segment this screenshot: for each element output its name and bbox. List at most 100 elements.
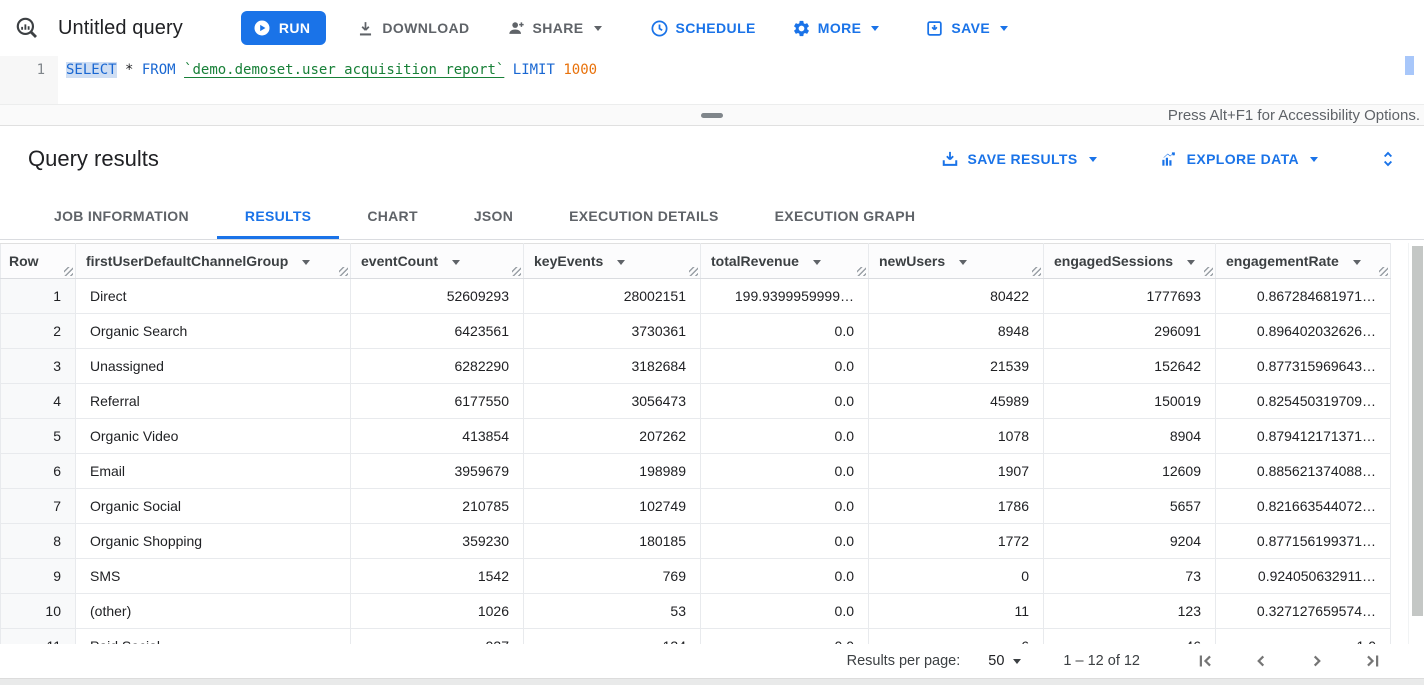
table-cell-engagementRate: 1.0 — [1216, 629, 1391, 645]
table-cell-firstUserDefaultChannelGroup: Organic Search — [76, 314, 351, 349]
last-page-button[interactable] — [1362, 650, 1384, 672]
table-row[interactable]: 3Unassigned628229031826840.0215391526420… — [1, 349, 1391, 384]
column-header-engagementRate[interactable]: engagementRate — [1216, 244, 1391, 279]
sql-keyword-select: SELECT — [66, 62, 117, 78]
download-icon — [356, 19, 375, 38]
column-header-firstUserDefaultChannelGroup[interactable]: firstUserDefaultChannelGroup — [76, 244, 351, 279]
next-page-button[interactable] — [1306, 650, 1328, 672]
table-row[interactable]: 5Organic Video4138542072620.0107889040.8… — [1, 419, 1391, 454]
sort-caret-icon[interactable] — [452, 260, 460, 265]
column-resize-handle[interactable] — [512, 267, 521, 276]
sort-caret-icon[interactable] — [302, 260, 310, 265]
column-resize-handle[interactable] — [339, 267, 348, 276]
sort-caret-icon[interactable] — [1187, 260, 1195, 265]
column-header-keyEvents[interactable]: keyEvents — [524, 244, 701, 279]
column-header-totalRevenue[interactable]: totalRevenue — [701, 244, 869, 279]
chevron-down-icon — [1089, 157, 1097, 162]
bigquery-query-editor: Untitled query RUN DOWNLOAD — [0, 0, 1424, 685]
table-cell-engagedSessions: 8904 — [1044, 419, 1216, 454]
table-cell-engagedSessions: 152642 — [1044, 349, 1216, 384]
share-button[interactable]: SHARE — [500, 10, 608, 46]
run-button[interactable]: RUN — [241, 11, 327, 45]
table-cell-newUsers: 1907 — [869, 454, 1044, 489]
panel-resize-handle[interactable] — [701, 113, 723, 118]
table-cell-firstUserDefaultChannelGroup: Organic Video — [76, 419, 351, 454]
sql-code-line[interactable]: SELECT * FROM `demo.demoset.user_acquisi… — [58, 56, 597, 104]
save-label: SAVE — [951, 20, 990, 36]
previous-page-button[interactable] — [1250, 650, 1272, 672]
editor-scrollbar-thumb[interactable] — [1405, 56, 1414, 75]
tab-job-information[interactable]: JOB INFORMATION — [26, 192, 217, 239]
sql-table-reference-link[interactable]: `demo.demoset.user_acquisition_report` — [184, 62, 504, 78]
table-vertical-scrollbar[interactable] — [1408, 243, 1424, 644]
table-cell-engagedSessions: 5657 — [1044, 489, 1216, 524]
more-button[interactable]: MORE — [786, 11, 886, 46]
column-resize-handle[interactable] — [1379, 267, 1388, 276]
sort-caret-icon[interactable] — [617, 260, 625, 265]
table-cell-engagementRate: 0.825450319709… — [1216, 384, 1391, 419]
table-row[interactable]: 2Organic Search642356137303610.089482960… — [1, 314, 1391, 349]
save-button[interactable]: SAVE — [919, 11, 1014, 46]
table-row[interactable]: 8Organic Shopping3592301801850.017729204… — [1, 524, 1391, 559]
table-cell-engagedSessions: 12609 — [1044, 454, 1216, 489]
tab-results[interactable]: RESULTS — [217, 192, 339, 239]
sql-editor[interactable]: 1 SELECT * FROM `demo.demoset.user_acqui… — [0, 56, 1424, 104]
table-cell-eventCount: 359230 — [351, 524, 524, 559]
tab-execution-details[interactable]: EXECUTION DETAILS — [541, 192, 747, 239]
more-label: MORE — [818, 20, 862, 36]
unfold-more-icon[interactable] — [1378, 149, 1398, 169]
table-cell-newUsers: 6 — [869, 629, 1044, 645]
table-row[interactable]: 7Organic Social2107851027490.0178656570.… — [1, 489, 1391, 524]
table-cell-newUsers: 1078 — [869, 419, 1044, 454]
sort-caret-icon[interactable] — [813, 260, 821, 265]
page-size-select[interactable]: 50 — [988, 653, 1021, 669]
results-table: RowfirstUserDefaultChannelGroup eventCoun… — [0, 243, 1391, 644]
results-actions: SAVE RESULTS EXPLORE DATA — [932, 141, 1398, 177]
table-row[interactable]: 6Email39596791989890.01907126090.8856213… — [1, 454, 1391, 489]
query-title: Untitled query — [58, 17, 183, 40]
column-resize-handle[interactable] — [64, 267, 73, 276]
save-results-label: SAVE RESULTS — [968, 151, 1078, 167]
results-table-area: RowfirstUserDefaultChannelGroup eventCoun… — [0, 240, 1424, 644]
horizontal-scrollbar-track[interactable] — [0, 678, 1424, 685]
sort-caret-icon[interactable] — [959, 260, 967, 265]
column-header-engagedSessions[interactable]: engagedSessions — [1044, 244, 1216, 279]
column-resize-handle[interactable] — [1032, 267, 1041, 276]
schedule-button[interactable]: SCHEDULE — [644, 11, 762, 46]
tab-execution-graph[interactable]: EXECUTION GRAPH — [747, 192, 944, 239]
table-cell-engagedSessions: 296091 — [1044, 314, 1216, 349]
gear-icon — [792, 19, 811, 38]
column-label: eventCount — [361, 253, 438, 269]
column-resize-handle[interactable] — [857, 267, 866, 276]
table-row[interactable]: 4Referral617755030564730.0459891500190.8… — [1, 384, 1391, 419]
table-row[interactable]: 1Direct5260929328002151199.9399959999…80… — [1, 279, 1391, 314]
table-cell-eventCount: 937 — [351, 629, 524, 645]
table-row[interactable]: 11Paid Social9371340.06461.0 — [1, 629, 1391, 645]
sort-caret-icon[interactable] — [1353, 260, 1361, 265]
save-results-button[interactable]: SAVE RESULTS — [932, 141, 1105, 177]
column-header-eventCount[interactable]: eventCount — [351, 244, 524, 279]
table-cell-engagedSessions: 1777693 — [1044, 279, 1216, 314]
tab-chart[interactable]: CHART — [339, 192, 446, 239]
table-cell-newUsers: 8948 — [869, 314, 1044, 349]
column-resize-handle[interactable] — [1204, 267, 1213, 276]
sql-keyword-limit: LIMIT — [513, 62, 555, 78]
tab-json[interactable]: JSON — [446, 192, 541, 239]
table-cell-totalRevenue: 199.9399959999… — [701, 279, 869, 314]
explore-data-button[interactable]: EXPLORE DATA — [1151, 141, 1326, 177]
table-cell-engagedSessions: 150019 — [1044, 384, 1216, 419]
table-row[interactable]: 10(other)1026530.0111230.327127659574… — [1, 594, 1391, 629]
column-resize-handle[interactable] — [689, 267, 698, 276]
table-cell-eventCount: 52609293 — [351, 279, 524, 314]
sql-limit-value: 1000 — [563, 62, 597, 78]
table-cell-eventCount: 6423561 — [351, 314, 524, 349]
table-row[interactable]: 9SMS15427690.00730.924050632911… — [1, 559, 1391, 594]
download-button[interactable]: DOWNLOAD — [350, 11, 475, 46]
share-label: SHARE — [533, 20, 584, 36]
scrollbar-thumb[interactable] — [1412, 246, 1423, 616]
first-page-button[interactable] — [1194, 650, 1216, 672]
results-title: Query results — [28, 146, 159, 172]
column-header-newUsers[interactable]: newUsers — [869, 244, 1044, 279]
page-range-label: 1 – 12 of 12 — [1063, 653, 1140, 669]
column-header-row[interactable]: Row — [1, 244, 76, 279]
